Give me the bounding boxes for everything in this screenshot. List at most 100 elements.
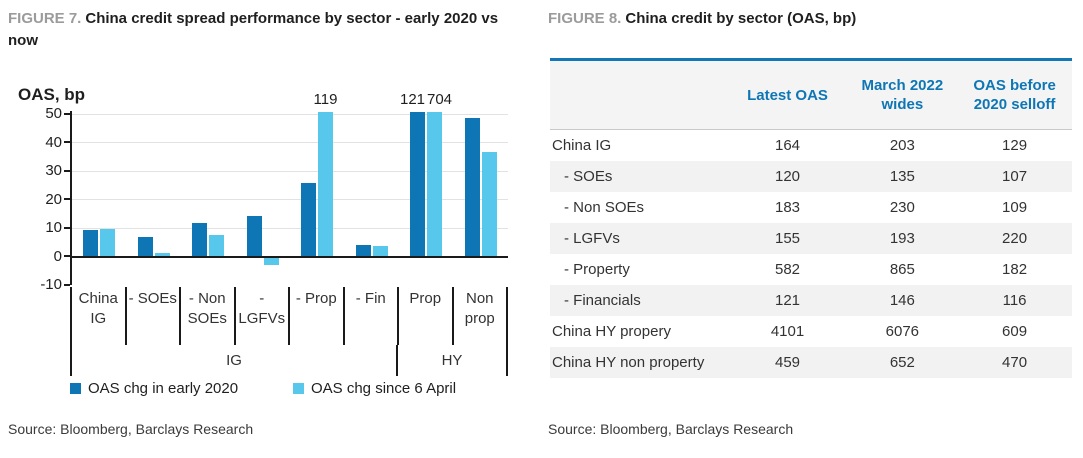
- bar-series2: [263, 258, 279, 266]
- y-tick-mark: [64, 141, 70, 144]
- gridline: [72, 227, 508, 229]
- table-header-cell: OAS before 2020 selloff: [957, 59, 1072, 130]
- value-cell: 609: [1002, 323, 1028, 340]
- row-label-cell: - Property: [564, 261, 630, 278]
- figure8-label: FIGURE 8.: [548, 10, 622, 27]
- value-cell: 220: [957, 223, 1072, 254]
- bar-slots: 119 121 704: [72, 91, 508, 285]
- value-cell: 183: [774, 199, 801, 216]
- value-cell: 109: [1002, 199, 1028, 216]
- figure-7: FIGURE 7. China credit spread performance…: [8, 0, 540, 458]
- row-label-cell: China HY propery: [552, 323, 671, 340]
- bar-series1: [137, 237, 153, 258]
- row-label-cell: China IG: [552, 137, 612, 154]
- category-label: - Non SOEs: [179, 287, 234, 345]
- value-cell: 582: [774, 261, 801, 278]
- bar-series2: [372, 245, 388, 258]
- value-cell: 230: [889, 199, 915, 216]
- table-header-cell: March 2022 wides: [847, 59, 958, 130]
- clipped-bar-value: 121: [399, 90, 426, 108]
- category-label: Prop: [397, 287, 452, 345]
- y-tick-mark: [64, 112, 70, 115]
- figure8-source: Source: Bloomberg, Barclays Research: [548, 421, 794, 437]
- bar-series1: [83, 230, 98, 258]
- category-label: - Fin: [342, 287, 398, 345]
- table-row: - Financials 121 146 116: [550, 285, 1072, 316]
- bar-series1: [410, 112, 425, 258]
- oas-table: Latest OAS March 2022 wides OAS before 202…: [550, 58, 1072, 378]
- figure7-source: Source: Bloomberg, Barclays Research: [8, 421, 254, 437]
- bar-slot: [345, 91, 400, 285]
- value-cell: 865: [889, 261, 915, 278]
- table-header-row: Latest OAS March 2022 wides OAS before 202…: [550, 59, 1072, 130]
- value-cell: 4101: [770, 323, 805, 340]
- figure-8: FIGURE 8. China credit by sector (OAS, bp…: [548, 0, 1075, 458]
- table-header-cell: [550, 59, 728, 130]
- y-tick-label: 30: [45, 162, 62, 180]
- x-axis: [70, 256, 508, 259]
- legend-swatch-icon: [293, 383, 304, 394]
- bar-slot: [127, 91, 182, 285]
- bar-series2: [481, 151, 497, 258]
- legend-swatch-icon: [70, 383, 81, 394]
- gridline: [72, 113, 508, 115]
- bar-series1: [192, 223, 207, 258]
- value-cell: 164: [774, 137, 801, 154]
- value-cell: 121: [727, 285, 848, 316]
- bar-slot: 121 704: [399, 91, 454, 285]
- figure7-title: FIGURE 7. China credit spread performance…: [8, 8, 524, 52]
- table-row: - Property 582 865 182: [550, 254, 1072, 285]
- gridline: [72, 170, 508, 172]
- legend-label: OAS chg since 6 April: [311, 380, 457, 397]
- row-label-cell: - SOEs: [550, 161, 728, 192]
- gridline: [72, 199, 508, 201]
- table-row: China HY non property 459 652 470: [550, 347, 1072, 378]
- y-tick-label: 50: [45, 105, 62, 123]
- value-cell: 459: [727, 347, 848, 378]
- y-tick-label: -10: [40, 276, 62, 294]
- value-cell: 146: [847, 285, 958, 316]
- group-label-ig: IG: [70, 345, 398, 376]
- table-row: - SOEs 120 135 107: [550, 161, 1072, 192]
- y-axis-title: OAS, bp: [18, 85, 86, 104]
- value-cell: 107: [957, 161, 1072, 192]
- value-cell: 6076: [885, 323, 920, 340]
- bar-slot: [72, 91, 127, 285]
- row-label-cell: China HY non property: [550, 347, 728, 378]
- y-axis: [70, 111, 72, 285]
- clipped-bar-value: 119: [313, 90, 338, 108]
- legend-item: OAS chg in early 2020: [70, 380, 238, 397]
- bar-slot: [181, 91, 236, 285]
- oas-table-wrapper: Latest OAS March 2022 wides OAS before 202…: [550, 58, 1072, 378]
- bar-series2: [318, 112, 333, 258]
- category-label: Non prop: [451, 287, 508, 345]
- y-tick-label: 40: [45, 133, 62, 151]
- table-header-cell: Latest OAS: [727, 59, 848, 130]
- category-label: - LGFVs: [233, 287, 289, 345]
- y-tick-label: 10: [45, 219, 62, 237]
- bar-series2: [154, 253, 170, 258]
- category-label: China IG: [70, 287, 125, 345]
- bar-slot: 119: [290, 91, 345, 285]
- category-axis: China IG - SOEs - Non SOEs - LGFVs - Prop - F…: [70, 287, 508, 345]
- bar-series1: [355, 244, 371, 258]
- bar-slot: [236, 91, 291, 285]
- value-cell: 120: [727, 161, 848, 192]
- value-cell: 470: [957, 347, 1072, 378]
- category-label: - Prop: [288, 287, 343, 345]
- gridline: [72, 142, 508, 144]
- row-label-cell: - Financials: [550, 285, 728, 316]
- table-row: China IG 164 203 129: [550, 130, 1072, 162]
- value-cell: 116: [957, 285, 1072, 316]
- bar-series2: [209, 234, 224, 258]
- value-cell: 652: [847, 347, 958, 378]
- bar-series2: [100, 228, 115, 258]
- clipped-bar-value: 704: [426, 90, 453, 108]
- table-row: China HY propery 4101 6076 609: [550, 316, 1072, 347]
- legend-item: OAS chg since 6 April: [293, 380, 456, 397]
- category-label: - SOEs: [124, 287, 180, 345]
- value-cell: 182: [1002, 261, 1028, 278]
- legend-label: OAS chg in early 2020: [88, 380, 239, 397]
- figure7-title-text: China credit spread performance by secto…: [8, 10, 499, 49]
- bar-series1: [301, 183, 316, 258]
